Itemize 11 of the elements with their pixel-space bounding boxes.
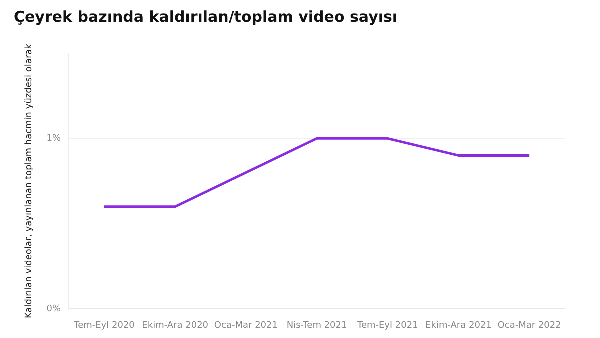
x-tick-label: Oca-Mar 2022: [498, 320, 562, 331]
x-tick-label: Ekim-Ara 2020: [142, 320, 209, 331]
chart-title: Çeyrek bazında kaldırılan/toplam video sayısı: [14, 8, 398, 26]
x-tick-label: Ekim-Ara 2021: [426, 320, 492, 331]
x-tick-label: Tem-Eyl 2021: [356, 320, 418, 331]
y-tick-label: 0%: [46, 304, 62, 315]
x-tick-label: Tem-Eyl 2020: [73, 320, 136, 331]
y-axis-title: Kaldırılan videolar, yayınlanan toplam hacmin yüzdesi olarak: [24, 43, 35, 318]
x-tick-label: Nis-Tem 2021: [286, 320, 348, 331]
y-tick-label: 1%: [46, 134, 62, 144]
x-tick-label: Oca-Mar 2021: [214, 320, 278, 331]
